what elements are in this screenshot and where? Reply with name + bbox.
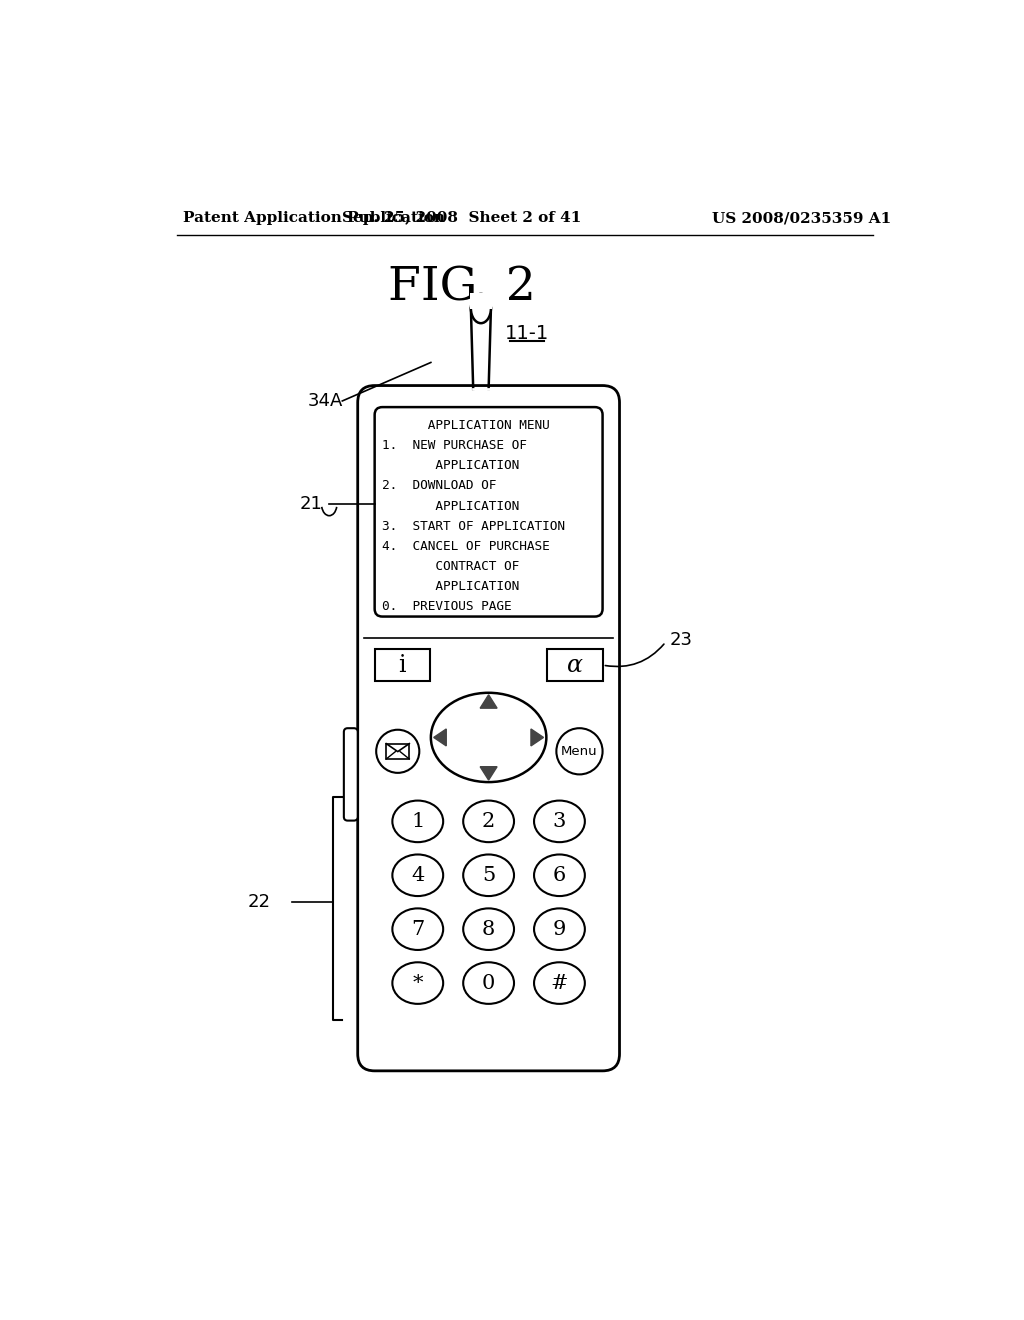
Text: 3.  START OF APPLICATION: 3. START OF APPLICATION [382, 520, 565, 532]
Text: 5: 5 [482, 866, 496, 884]
FancyBboxPatch shape [375, 649, 430, 681]
Text: 4.  CANCEL OF PURCHASE: 4. CANCEL OF PURCHASE [382, 540, 550, 553]
Ellipse shape [535, 962, 585, 1005]
Ellipse shape [535, 908, 585, 950]
Ellipse shape [463, 962, 514, 1005]
Ellipse shape [471, 294, 490, 323]
Ellipse shape [392, 800, 443, 842]
Text: 11-1: 11-1 [505, 325, 549, 343]
FancyBboxPatch shape [547, 649, 602, 681]
Text: 23: 23 [670, 631, 692, 649]
FancyBboxPatch shape [470, 293, 492, 309]
Text: 3: 3 [553, 812, 566, 830]
Text: α: α [567, 653, 583, 677]
Text: APPLICATION: APPLICATION [382, 579, 519, 593]
Polygon shape [480, 767, 497, 780]
FancyBboxPatch shape [375, 407, 602, 616]
Text: 9: 9 [553, 920, 566, 939]
FancyBboxPatch shape [357, 385, 620, 1071]
Text: 1.  NEW PURCHASE OF: 1. NEW PURCHASE OF [382, 440, 527, 453]
Ellipse shape [535, 854, 585, 896]
Text: CONTRACT OF: CONTRACT OF [382, 560, 519, 573]
Text: 34A: 34A [307, 392, 343, 411]
Text: 7: 7 [412, 920, 424, 939]
Ellipse shape [463, 908, 514, 950]
Text: US 2008/0235359 A1: US 2008/0235359 A1 [712, 211, 891, 226]
Circle shape [556, 729, 602, 775]
Text: 21: 21 [300, 495, 323, 513]
Ellipse shape [463, 800, 514, 842]
Text: Patent Application Publication: Patent Application Publication [183, 211, 444, 226]
Text: 4: 4 [412, 866, 424, 884]
Text: #: # [551, 974, 568, 993]
Polygon shape [480, 694, 497, 708]
Polygon shape [434, 729, 446, 746]
Text: Menu: Menu [561, 744, 598, 758]
Ellipse shape [463, 854, 514, 896]
Text: 2: 2 [482, 812, 496, 830]
Text: APPLICATION: APPLICATION [382, 499, 519, 512]
Text: i: i [398, 653, 407, 677]
Polygon shape [386, 743, 410, 759]
Text: APPLICATION MENU: APPLICATION MENU [382, 420, 550, 433]
Text: 22: 22 [248, 894, 270, 911]
Text: *: * [413, 974, 423, 993]
Text: 2.  DOWNLOAD OF: 2. DOWNLOAD OF [382, 479, 497, 492]
Polygon shape [531, 729, 544, 746]
Ellipse shape [392, 962, 443, 1005]
Text: FIG. 2: FIG. 2 [388, 265, 536, 310]
Text: 6: 6 [553, 866, 566, 884]
FancyBboxPatch shape [344, 729, 357, 821]
Text: 0: 0 [482, 974, 496, 993]
Text: Sep. 25, 2008  Sheet 2 of 41: Sep. 25, 2008 Sheet 2 of 41 [342, 211, 582, 226]
Ellipse shape [392, 908, 443, 950]
Ellipse shape [392, 854, 443, 896]
Text: 1: 1 [411, 812, 425, 830]
Text: 0.  PREVIOUS PAGE: 0. PREVIOUS PAGE [382, 599, 512, 612]
Circle shape [376, 730, 419, 774]
Text: APPLICATION: APPLICATION [382, 459, 519, 473]
Ellipse shape [431, 693, 547, 781]
Ellipse shape [535, 800, 585, 842]
Text: 8: 8 [482, 920, 496, 939]
